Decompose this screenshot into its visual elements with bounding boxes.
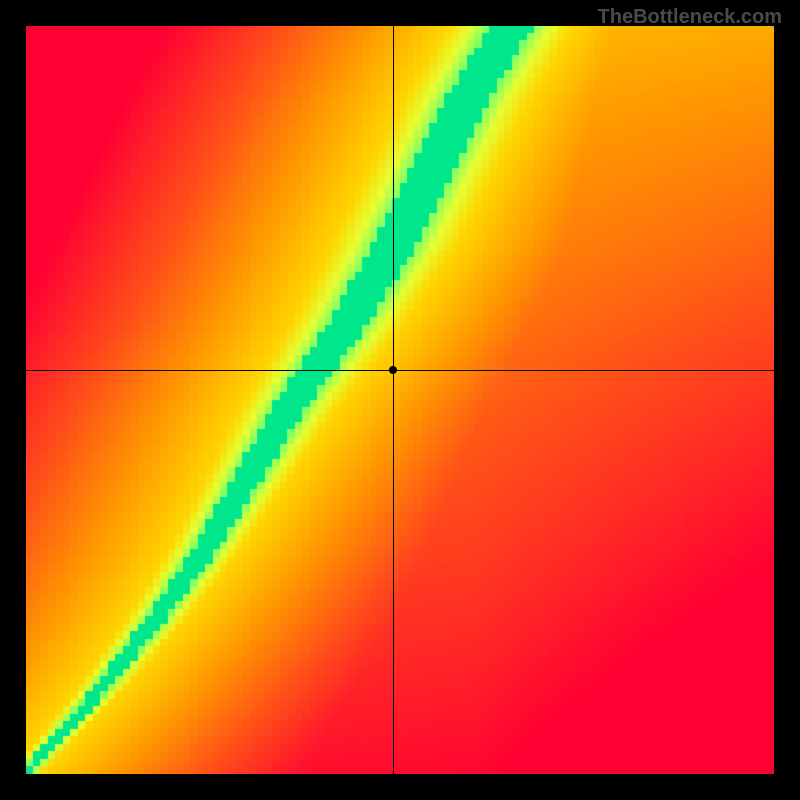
watermark-text: TheBottleneck.com <box>598 6 782 29</box>
heatmap-canvas <box>26 26 774 774</box>
plot-area <box>26 26 774 774</box>
marker-dot <box>389 366 397 374</box>
crosshair-horizontal <box>26 370 774 371</box>
crosshair-vertical <box>393 26 394 774</box>
